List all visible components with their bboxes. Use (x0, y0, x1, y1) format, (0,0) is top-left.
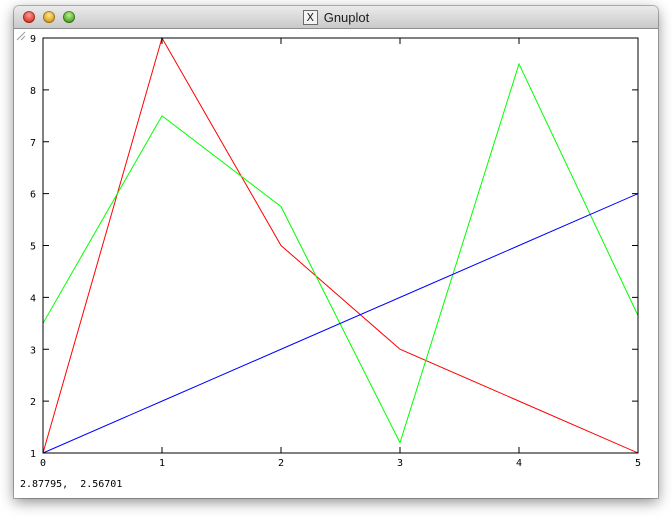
title-bar[interactable]: X Gnuplot (14, 6, 658, 29)
x-tick-label: 0 (40, 458, 46, 469)
y-tick-label: 6 (30, 190, 36, 201)
resize-grip-icon[interactable] (14, 29, 26, 41)
y-tick-label: 8 (30, 86, 36, 97)
y-tick-label: 9 (30, 34, 36, 45)
y-tick-label: 4 (30, 293, 36, 304)
window-title-group: X Gnuplot (14, 6, 658, 28)
zoom-button[interactable] (63, 11, 75, 23)
y-tick-label: 3 (30, 345, 36, 356)
window-title: Gnuplot (323, 9, 370, 25)
mouse-coordinates: 2.87795, 2.56701 (20, 479, 123, 490)
x-tick-label: 4 (516, 458, 522, 469)
y-tick-label: 1 (30, 449, 36, 460)
series-line-3 (42, 193, 639, 454)
y-tick-label: 7 (30, 138, 36, 149)
x-tick-label: 2 (278, 458, 284, 469)
y-tick-label: 5 (30, 242, 36, 253)
series-line-2 (42, 62, 639, 444)
x11-icon: X (302, 9, 318, 25)
x-tick-label: 5 (635, 458, 641, 469)
y-tick-label: 2 (30, 397, 36, 408)
x-tick-label: 1 (159, 458, 165, 469)
x-tick-label: 3 (397, 458, 403, 469)
plot-border (42, 37, 639, 454)
series-line-1 (42, 36, 639, 454)
close-button[interactable] (23, 11, 35, 23)
minimize-button[interactable] (43, 11, 55, 23)
